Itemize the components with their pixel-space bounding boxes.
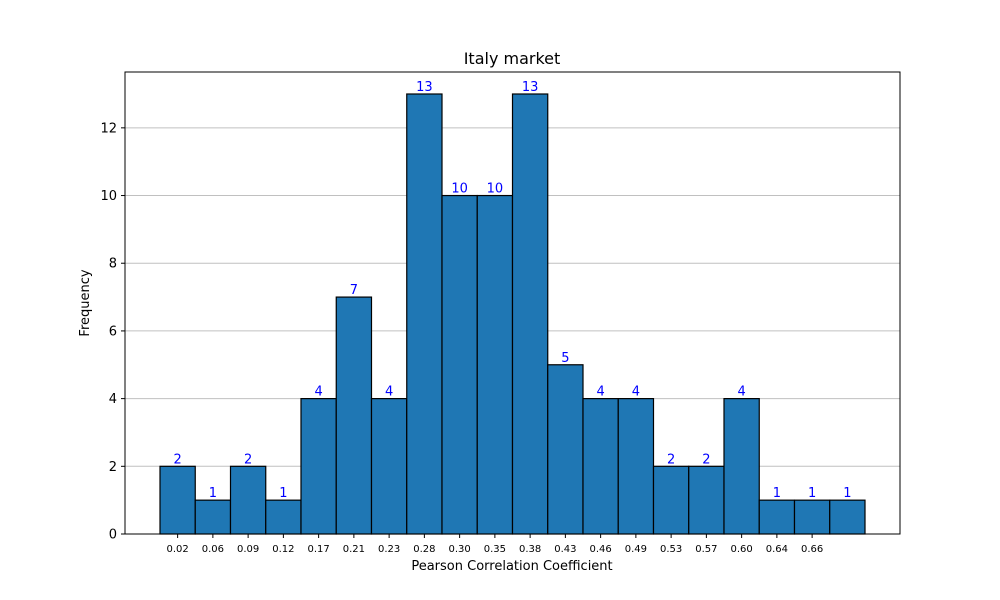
histogram-bar [793, 499, 831, 535]
histogram-bar [511, 93, 549, 535]
x-tick-label: 0.02 [166, 544, 188, 555]
x-tick-label: 0.06 [202, 544, 224, 555]
bar-value-label: 13 [416, 80, 433, 95]
bar-value-label: 4 [385, 385, 393, 400]
histogram-bar [370, 398, 408, 535]
plot-frame [124, 71, 901, 535]
y-tick-label: 6 [109, 324, 117, 339]
y-axis-ticks: 0 2 4 6 8 10 12 [100, 121, 125, 543]
bar-value-label: 1 [843, 486, 851, 501]
bar-value-label: 10 [451, 182, 468, 197]
histogram-bar [829, 499, 866, 535]
histogram-bar [476, 194, 514, 535]
bar-value-labels: 2 1 2 1 4 7 4 13 10 10 13 5 4 4 2 2 4 1 1 1 [173, 80, 851, 501]
x-tick-label: 0.38 [519, 544, 541, 555]
histogram-bar [406, 93, 443, 535]
histogram-bar [652, 465, 690, 535]
bar-value-label: 10 [487, 182, 504, 197]
bar-value-label: 2 [173, 452, 181, 467]
bar-value-label: 1 [279, 486, 287, 501]
chart-title: Italy market [464, 49, 561, 68]
x-tick-label: 0.17 [307, 544, 329, 555]
bar-value-label: 2 [667, 452, 675, 467]
y-tick-label: 10 [100, 189, 117, 204]
y-tick-label: 8 [109, 257, 117, 272]
y-tick-label: 12 [100, 121, 117, 136]
x-axis-label: Pearson Correlation Coefficient [411, 559, 612, 574]
x-tick-label: 0.57 [695, 544, 717, 555]
x-tick-label: 0.60 [730, 544, 752, 555]
bar-value-label: 4 [596, 385, 604, 400]
x-tick-label: 0.49 [625, 544, 647, 555]
histogram-bar [159, 465, 196, 535]
bar-value-label: 13 [522, 80, 539, 95]
histogram-bar [335, 296, 373, 535]
bar-value-label: 1 [209, 486, 217, 501]
histogram-bar [723, 398, 760, 535]
bar-value-label: 1 [773, 486, 781, 501]
x-tick-label: 0.53 [660, 544, 682, 555]
x-tick-label: 0.30 [448, 544, 470, 555]
y-tick-label: 2 [109, 460, 117, 475]
x-tick-label: 0.23 [378, 544, 400, 555]
bar-value-label: 2 [244, 452, 252, 467]
x-tick-label: 0.66 [801, 544, 823, 555]
histogram-bar [441, 194, 478, 535]
bar-value-label: 5 [561, 351, 569, 366]
histogram-bar [194, 499, 232, 535]
histogram-bar [300, 398, 337, 535]
y-axis-label: Frequency [78, 269, 93, 336]
x-tick-label: 0.09 [237, 544, 259, 555]
x-tick-label: 0.35 [484, 544, 506, 555]
histogram-bar [582, 398, 619, 535]
x-tick-label: 0.64 [766, 544, 788, 555]
x-axis-ticks: 0.02 0.06 0.09 0.12 0.17 0.21 0.23 0.28 0.30 0.35… [166, 534, 823, 555]
y-tick-label: 4 [109, 392, 117, 407]
x-tick-label: 0.21 [343, 544, 365, 555]
histogram-bar [265, 499, 302, 535]
bar-value-label: 4 [632, 385, 640, 400]
histogram-bar [617, 398, 655, 535]
histogram-bar [758, 499, 796, 535]
bar-value-label: 4 [737, 385, 745, 400]
y-tick-label: 0 [109, 528, 117, 543]
bar-value-label: 2 [702, 452, 710, 467]
histogram-bar [229, 465, 267, 535]
bar-value-label: 7 [350, 283, 358, 298]
histogram-bar [688, 465, 725, 535]
x-tick-label: 0.43 [554, 544, 576, 555]
histogram-bar [547, 364, 584, 535]
x-tick-label: 0.28 [413, 544, 435, 555]
bars [159, 93, 866, 535]
x-tick-label: 0.12 [272, 544, 294, 555]
bar-value-label: 1 [808, 486, 816, 501]
x-tick-label: 0.46 [589, 544, 611, 555]
bar-value-label: 4 [314, 385, 322, 400]
